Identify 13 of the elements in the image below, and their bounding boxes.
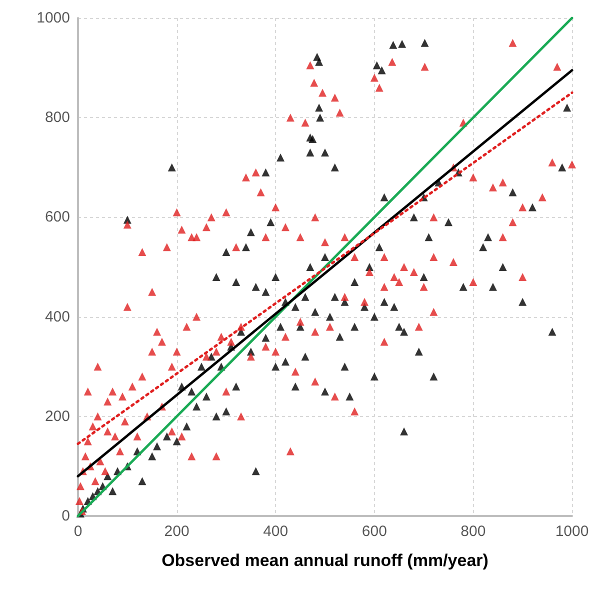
y-tick-label: 800 [44,109,70,126]
y-tick-label: 1000 [36,10,70,26]
y-tick-label: 600 [44,208,70,226]
y-tick-label: 400 [44,308,70,326]
x-tick-label: 200 [164,523,190,540]
x-tick-label: 1000 [555,523,589,540]
x-tick-label: 600 [362,523,387,540]
y-tick-label: 0 [62,508,70,524]
x-axis-title: Observed mean annual runoff (mm/year) [162,551,488,570]
x-tick-label: 0 [74,523,82,540]
y-tick-label: 200 [44,408,70,425]
x-tick-label: 400 [263,523,288,540]
x-tick-label: 800 [460,523,486,540]
